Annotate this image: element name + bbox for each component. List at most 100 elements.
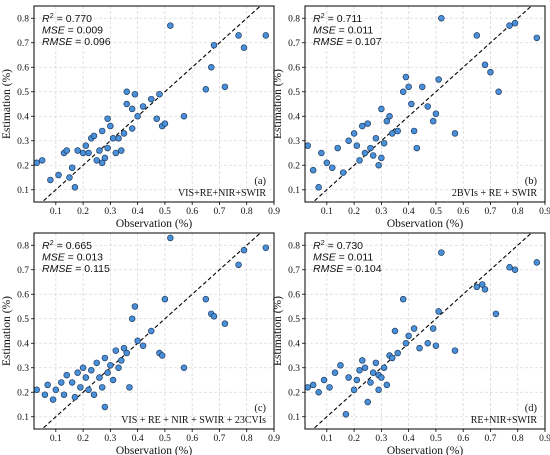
data-point xyxy=(93,359,100,367)
panel-tag: (b) xyxy=(525,176,538,187)
data-point xyxy=(506,264,513,271)
y-tick-label: 0.7 xyxy=(17,266,29,276)
data-point xyxy=(345,137,352,145)
data-point xyxy=(262,32,270,39)
data-point xyxy=(394,127,401,135)
data-point xyxy=(511,266,519,274)
panel-description: VIS + RE + NIR + SWIR + 23CVIs xyxy=(121,415,266,426)
y-tick-label: 0.6 xyxy=(17,64,29,74)
x-tick-label: 0.3 xyxy=(104,207,116,217)
data-point xyxy=(399,295,407,303)
data-point xyxy=(350,130,358,137)
y-tick-label: 0.2 xyxy=(17,162,29,172)
data-point xyxy=(180,112,188,120)
data-point xyxy=(479,281,486,288)
stat-line: MSE = 0.009 xyxy=(42,25,103,37)
data-point xyxy=(383,381,391,389)
panel-tag: (c) xyxy=(254,403,266,414)
data-point xyxy=(66,174,73,181)
data-point xyxy=(372,359,380,367)
data-point xyxy=(511,19,519,27)
data-point xyxy=(391,327,399,335)
y-tick-label: 0.8 xyxy=(17,15,29,25)
x-axis-label: Observation (%) xyxy=(387,445,463,455)
y-tick-label: 0.1 xyxy=(288,413,300,423)
data-point xyxy=(337,362,344,369)
data-point xyxy=(375,162,382,169)
data-point xyxy=(52,386,60,394)
data-point xyxy=(101,354,109,362)
plot-frame xyxy=(304,5,546,203)
data-point xyxy=(369,152,377,159)
y-tick-label: 0.5 xyxy=(288,315,300,325)
data-point xyxy=(342,411,350,418)
data-point xyxy=(402,73,410,81)
stat-line: R2 = 0.711 xyxy=(313,11,362,25)
panel-tag: (a) xyxy=(254,176,266,187)
plot-frame xyxy=(304,232,546,430)
data-point xyxy=(318,149,325,157)
data-point xyxy=(424,103,431,110)
x-tick-label: 0.6 xyxy=(186,207,198,217)
y-axis-label: Estimation (%) xyxy=(1,296,13,366)
x-tick-label: 0.2 xyxy=(348,207,360,217)
data-point xyxy=(383,117,391,125)
data-point xyxy=(375,386,382,394)
data-point xyxy=(424,340,431,347)
data-point xyxy=(353,142,361,149)
data-point xyxy=(451,347,459,354)
data-point xyxy=(68,164,76,171)
data-point xyxy=(240,44,248,51)
data-point xyxy=(120,130,128,137)
data-point xyxy=(63,371,70,379)
stat-line: RMSE = 0.115 xyxy=(42,263,110,275)
data-point xyxy=(101,403,109,411)
data-point xyxy=(367,379,374,386)
data-point xyxy=(47,176,54,184)
data-point xyxy=(109,376,117,384)
data-point xyxy=(240,246,248,254)
data-point xyxy=(394,349,401,357)
data-point xyxy=(153,115,160,122)
y-tick-label: 0.2 xyxy=(288,389,300,399)
x-tick-label: 0.8 xyxy=(241,434,253,444)
x-tick-label: 0.1 xyxy=(321,434,333,444)
x-tick-label: 0.2 xyxy=(77,434,89,444)
scatter-panel: 0.1 0.2 0.3 0.4 0.5 0.6 0.7 0.8 0.9 0.1 0.2 0.3 0.4 0… xyxy=(1,5,280,230)
data-point xyxy=(208,63,215,71)
data-point xyxy=(82,142,90,149)
data-point xyxy=(82,374,90,381)
data-point xyxy=(131,90,139,98)
data-point xyxy=(79,149,87,157)
data-point xyxy=(473,32,481,39)
data-point xyxy=(85,149,92,157)
data-point xyxy=(389,130,396,137)
x-tick-label: 0.5 xyxy=(159,434,171,444)
stat-line: MSE = 0.013 xyxy=(42,252,103,264)
x-axis-label: Observation (%) xyxy=(116,445,192,455)
data-point xyxy=(104,144,111,152)
data-point xyxy=(473,283,481,291)
data-point xyxy=(380,364,388,372)
data-point xyxy=(429,117,437,125)
data-point xyxy=(304,384,311,391)
data-point xyxy=(126,384,133,391)
x-tick-label: 0.6 xyxy=(186,434,198,444)
data-point xyxy=(361,364,369,372)
data-point xyxy=(419,83,426,91)
y-tick-label: 0.1 xyxy=(17,413,29,423)
data-point xyxy=(350,386,358,394)
x-tick-label: 0.1 xyxy=(321,207,333,217)
y-tick-label: 0.1 xyxy=(17,186,29,196)
data-point xyxy=(331,369,339,376)
data-point xyxy=(123,349,130,357)
y-tick-label: 0.5 xyxy=(17,315,29,325)
x-tick-label: 0.9 xyxy=(539,434,550,444)
data-point xyxy=(413,144,421,152)
y-tick-label: 0.8 xyxy=(17,242,29,252)
one-to-one-line xyxy=(41,233,262,429)
data-point xyxy=(41,391,49,398)
x-tick-label: 0.7 xyxy=(214,434,226,444)
data-point xyxy=(481,61,489,69)
x-tick-label: 0.4 xyxy=(403,207,415,217)
